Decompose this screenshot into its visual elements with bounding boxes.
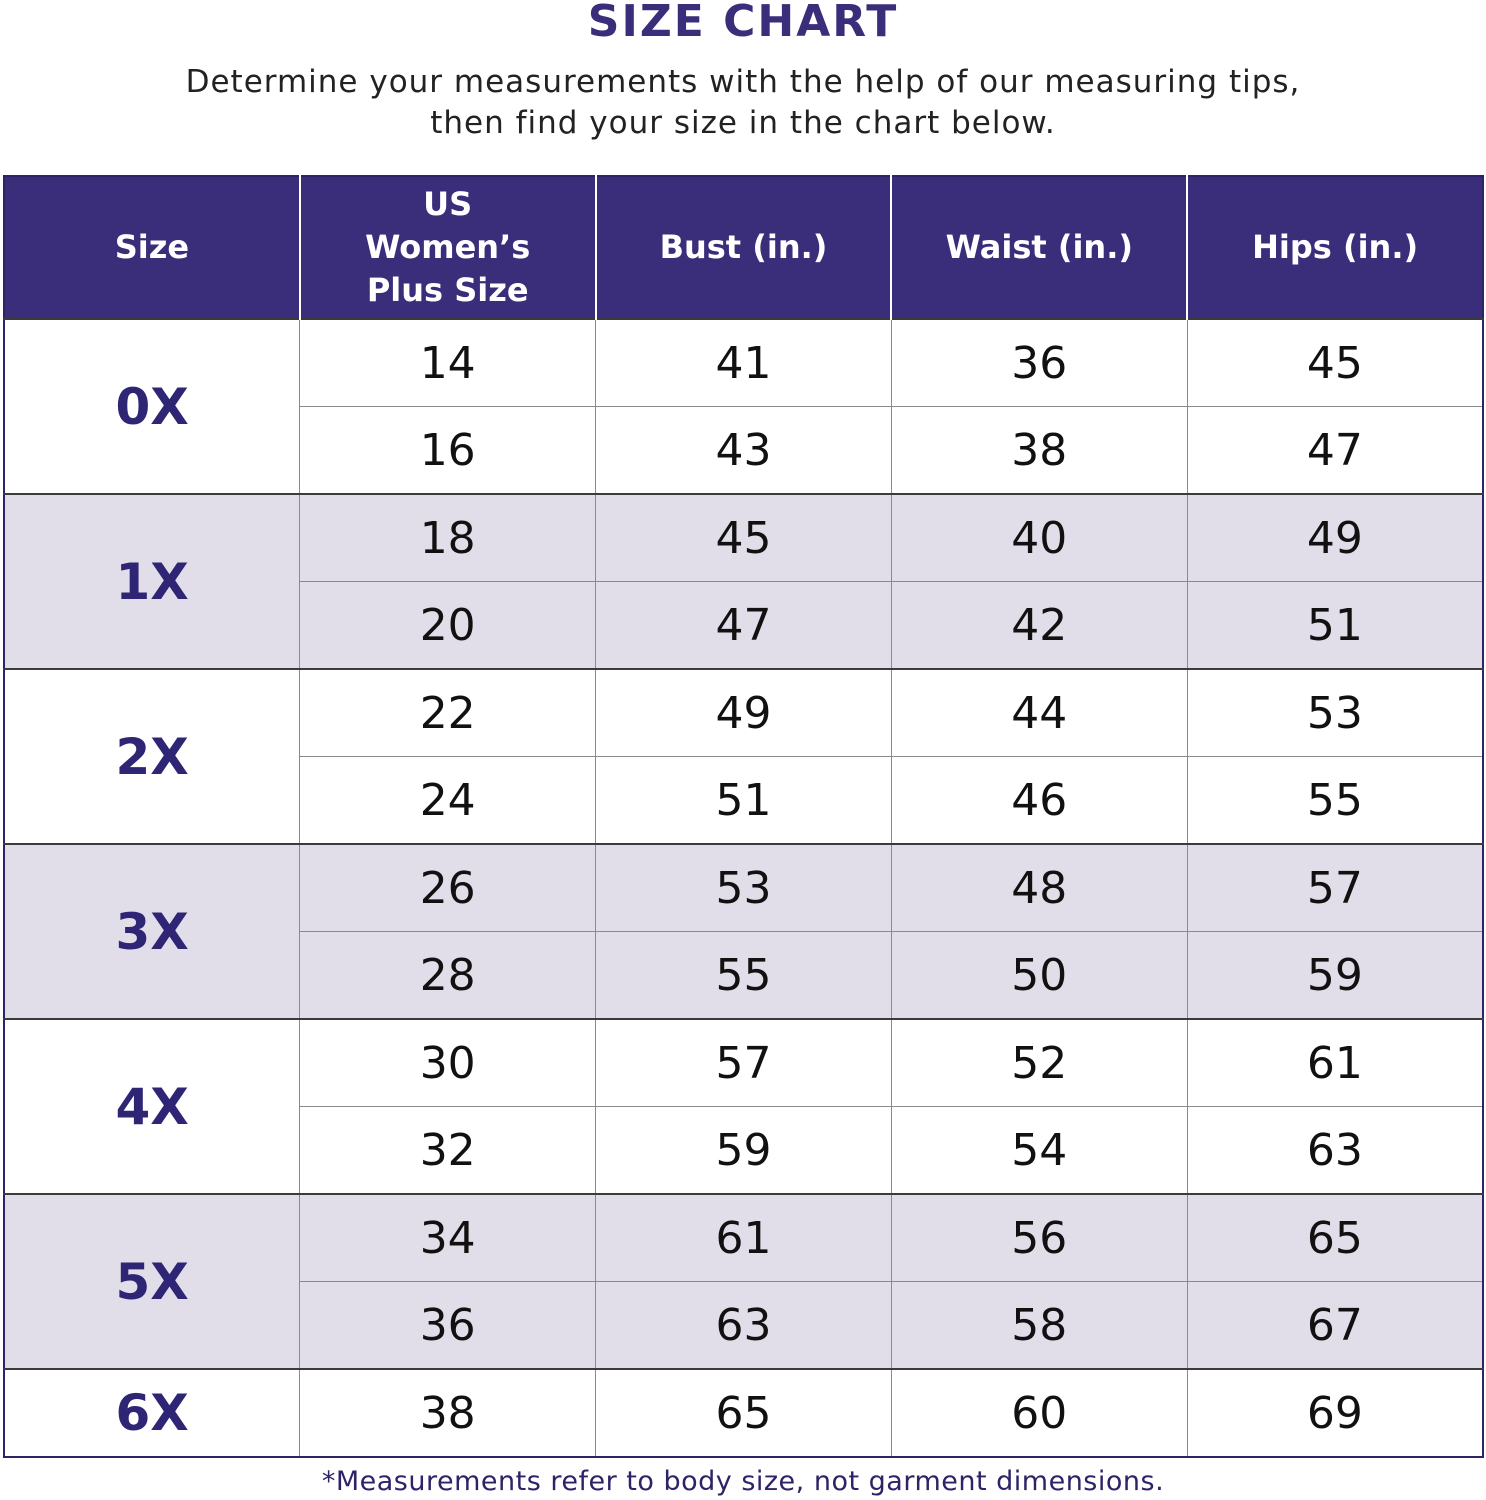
cell-waist: 46: [890, 756, 1188, 845]
cell-hips: 69: [1186, 1368, 1484, 1458]
size-label: 4X: [3, 1018, 301, 1195]
table-row: 28 55 50 59: [4, 931, 1484, 1020]
cell-us-plus-size: 34: [299, 1193, 597, 1282]
column-header-bust: Bust (in.): [594, 176, 892, 319]
cell-waist: 40: [890, 493, 1188, 582]
cell-hips: 51: [1186, 581, 1484, 670]
cell-bust: 43: [595, 406, 892, 495]
size-label: 3X: [3, 843, 301, 1020]
table-row: 2X 22 49 44 53: [3, 668, 1484, 845]
cell-waist: 44: [890, 668, 1188, 757]
size-label: 5X: [3, 1193, 301, 1370]
cell-us-plus-size: 20: [299, 581, 597, 670]
column-header-size: Size: [4, 176, 300, 319]
size-label: 6X: [3, 1368, 301, 1458]
table-row: 0X 14 41 36 45: [3, 318, 1484, 495]
cell-us-plus-size: 16: [299, 406, 597, 495]
table-row: 36 63 58 67: [4, 1281, 1484, 1370]
cell-bust: 41: [595, 318, 892, 407]
cell-waist: 58: [890, 1281, 1188, 1370]
size-chart-table: Size US Women’s Plus Size Bust (in.) Waist …: [3, 175, 1484, 1458]
table-body: 0X 14 41 36 45 16 43 38 47 1X 18 45 40 49 20 47 42 51 2X 22…: [3, 318, 1484, 1458]
cell-hips: 59: [1186, 931, 1484, 1020]
cell-us-plus-size: 22: [299, 668, 597, 757]
cell-hips: 53: [1186, 668, 1484, 757]
column-header-hips: Hips (in.): [1186, 176, 1483, 319]
cell-hips: 49: [1186, 493, 1484, 582]
cell-us-plus-size: 38: [299, 1368, 597, 1458]
cell-bust: 53: [595, 843, 892, 932]
cell-bust: 57: [595, 1018, 892, 1107]
cell-bust: 55: [595, 931, 892, 1020]
subtitle-line-1: Determine your measurements with the hel…: [185, 64, 1301, 100]
cell-hips: 55: [1186, 756, 1484, 845]
table-header-row: Size US Women’s Plus Size Bust (in.) Waist …: [4, 176, 1483, 319]
cell-us-plus-size: 14: [299, 318, 597, 407]
cell-hips: 61: [1186, 1018, 1484, 1107]
table-row: 6X 38 65 60 69: [3, 1368, 1484, 1458]
subtitle: Determine your measurements with the hel…: [0, 62, 1486, 144]
cell-us-plus-size: 18: [299, 493, 597, 582]
table-row: 4X 30 57 52 61: [3, 1018, 1484, 1195]
cell-bust: 45: [595, 493, 892, 582]
cell-bust: 51: [595, 756, 892, 845]
cell-us-plus-size: 30: [299, 1018, 597, 1107]
cell-waist: 38: [890, 406, 1188, 495]
cell-hips: 47: [1186, 406, 1484, 495]
table-row: 1X 18 45 40 49: [3, 493, 1484, 670]
cell-waist: 56: [890, 1193, 1188, 1282]
cell-waist: 52: [890, 1018, 1188, 1107]
cell-bust: 59: [595, 1106, 892, 1195]
page-title: SIZE CHART: [587, 0, 899, 47]
cell-us-plus-size: 28: [299, 931, 597, 1020]
size-label: 0X: [3, 318, 301, 495]
cell-us-plus-size: 26: [299, 843, 597, 932]
cell-hips: 67: [1186, 1281, 1484, 1370]
footnote: *Measurements refer to body size, not ga…: [321, 1466, 1165, 1497]
cell-waist: 48: [890, 843, 1188, 932]
table-row: 24 51 46 55: [4, 756, 1484, 845]
cell-hips: 45: [1186, 318, 1484, 407]
size-label: 2X: [3, 668, 301, 845]
cell-waist: 36: [890, 318, 1188, 407]
cell-waist: 54: [890, 1106, 1188, 1195]
cell-hips: 63: [1186, 1106, 1484, 1195]
cell-hips: 57: [1186, 843, 1484, 932]
cell-hips: 65: [1186, 1193, 1484, 1282]
table-row: 3X 26 53 48 57: [3, 843, 1484, 1020]
cell-bust: 49: [595, 668, 892, 757]
size-label: 1X: [3, 493, 301, 670]
subtitle-line-2: then find your size in the chart below.: [430, 105, 1056, 141]
cell-waist: 60: [890, 1368, 1188, 1458]
column-header-waist: Waist (in.): [890, 176, 1188, 319]
cell-bust: 61: [595, 1193, 892, 1282]
cell-bust: 65: [595, 1368, 892, 1458]
cell-us-plus-size: 32: [299, 1106, 597, 1195]
cell-waist: 50: [890, 931, 1188, 1020]
table-row: 20 47 42 51: [4, 581, 1484, 670]
cell-bust: 47: [595, 581, 892, 670]
column-header-us-plus-size: US Women’s Plus Size: [298, 176, 596, 319]
cell-us-plus-size: 24: [299, 756, 597, 845]
cell-bust: 63: [595, 1281, 892, 1370]
cell-waist: 42: [890, 581, 1188, 670]
table-row: 5X 34 61 56 65: [3, 1193, 1484, 1370]
cell-us-plus-size: 36: [299, 1281, 597, 1370]
